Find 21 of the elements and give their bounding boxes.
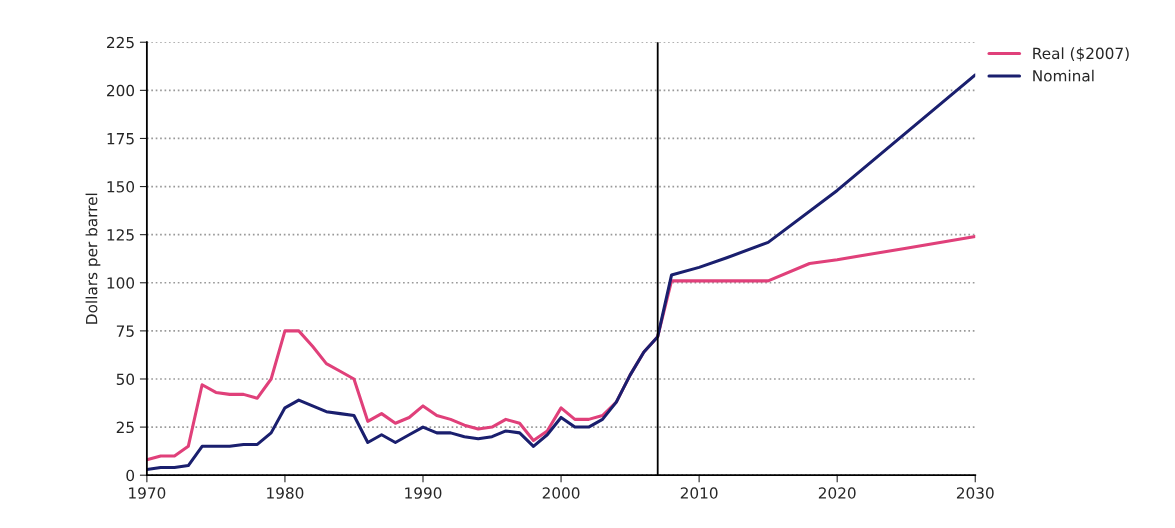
y-tick-label: 100 (107, 277, 135, 289)
x-tick-label: 1980 (267, 487, 304, 499)
x-tick-label: 2020 (818, 487, 856, 499)
legend-label: Nominal (1033, 69, 1094, 82)
legend-label: Real ($2007) (1033, 47, 1129, 62)
y-tick-label: 200 (107, 84, 135, 97)
y-tick-label: 175 (107, 133, 134, 145)
y-tick-label: 125 (107, 229, 134, 241)
x-tick-label: 2000 (542, 487, 580, 499)
y-axis-title: Dollars per barrel (85, 193, 101, 324)
y-tick-label: 75 (116, 325, 134, 337)
y-tick-label: 150 (107, 181, 135, 193)
line-series (146, 73, 976, 471)
y-tick-label: 25 (116, 421, 134, 434)
x-tick-label: 1970 (129, 487, 166, 499)
y-tick-label: 50 (116, 373, 135, 386)
y-tick-label: 225 (107, 36, 134, 49)
x-tick-label: 1990 (405, 487, 442, 499)
y-tick-label: 0 (126, 469, 135, 482)
x-tick-label: 2030 (956, 487, 994, 499)
x-tick-label: 2010 (680, 487, 718, 499)
